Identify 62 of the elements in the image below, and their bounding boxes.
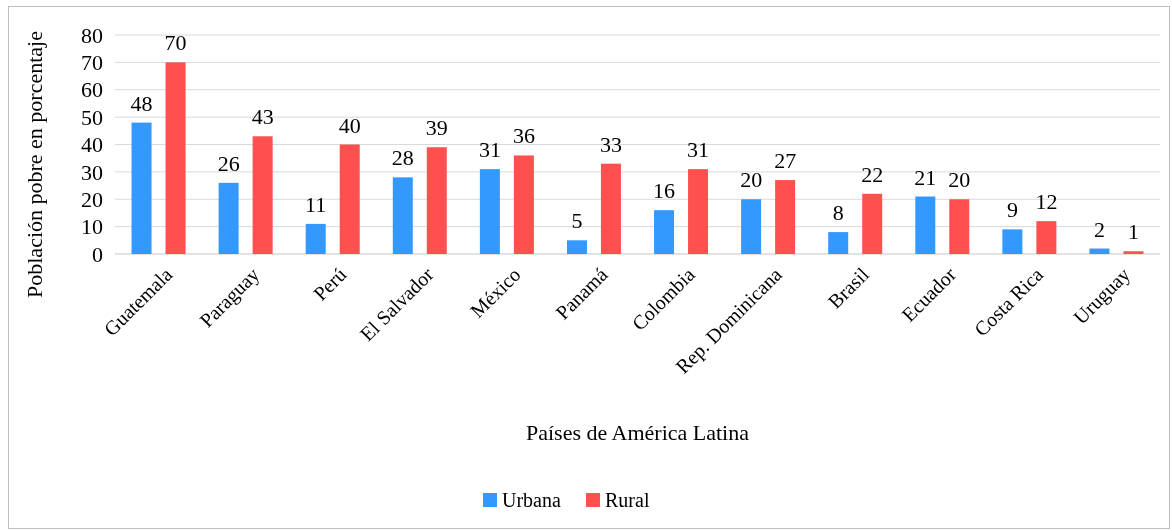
bar	[1089, 248, 1110, 254]
bar	[426, 147, 447, 254]
bar	[915, 196, 936, 254]
bar	[252, 136, 273, 254]
data-label: 11	[305, 191, 327, 217]
bar	[862, 193, 883, 254]
data-label: 39	[425, 115, 448, 141]
data-label: 40	[338, 112, 361, 138]
data-label: 26	[217, 150, 240, 176]
bar	[654, 210, 675, 254]
bar	[949, 199, 970, 254]
data-label: 12	[1035, 189, 1058, 215]
data-label: 20	[740, 167, 763, 193]
bar	[741, 199, 762, 254]
data-label: 27	[774, 148, 797, 174]
bar	[775, 180, 796, 254]
bar	[339, 144, 360, 254]
bar	[1002, 229, 1023, 254]
bar	[1036, 221, 1057, 254]
data-label: 5	[571, 208, 583, 234]
bar	[305, 223, 326, 254]
data-label: 1	[1127, 219, 1139, 245]
y-tick-label: 80	[81, 22, 103, 48]
data-label: 33	[599, 131, 622, 157]
data-label: 70	[164, 30, 187, 56]
data-label: 2	[1093, 216, 1105, 242]
bar	[513, 155, 534, 254]
bar	[566, 240, 587, 254]
y-axis-title: Población pobre en porcentaje	[22, 31, 47, 298]
bar	[131, 122, 152, 254]
bar	[479, 169, 500, 254]
y-tick-label: 50	[81, 104, 103, 130]
bar	[828, 232, 849, 254]
y-tick-label: 60	[81, 77, 103, 103]
data-label: 20	[948, 167, 971, 193]
x-tick-label: Perú	[308, 263, 351, 305]
data-label: 31	[478, 137, 501, 163]
bar	[218, 182, 239, 254]
legend-label: Urbana	[502, 489, 561, 511]
y-tick-label: 10	[81, 214, 103, 240]
data-label: 9	[1006, 197, 1018, 223]
data-label: 8	[832, 200, 844, 226]
y-tick-label: 40	[81, 132, 103, 158]
bar	[1123, 251, 1144, 254]
y-tick-label: 30	[81, 159, 103, 185]
legend-label: Rural	[605, 489, 650, 511]
bar	[392, 177, 413, 254]
data-label: 48	[130, 90, 153, 116]
bar	[600, 163, 621, 254]
data-label: 22	[861, 161, 884, 187]
y-tick-label: 20	[81, 186, 103, 212]
bar	[688, 169, 709, 254]
data-label: 16	[653, 178, 676, 204]
data-label: 43	[251, 104, 274, 130]
bar	[165, 62, 186, 254]
y-tick-label: 0	[92, 241, 103, 267]
data-label: 28	[391, 145, 414, 171]
x-axis-title: Países de América Latina	[526, 420, 750, 445]
data-label: 21	[914, 164, 937, 190]
data-label: 31	[687, 137, 710, 163]
y-tick-label: 70	[81, 50, 103, 76]
data-label: 36	[512, 123, 535, 149]
